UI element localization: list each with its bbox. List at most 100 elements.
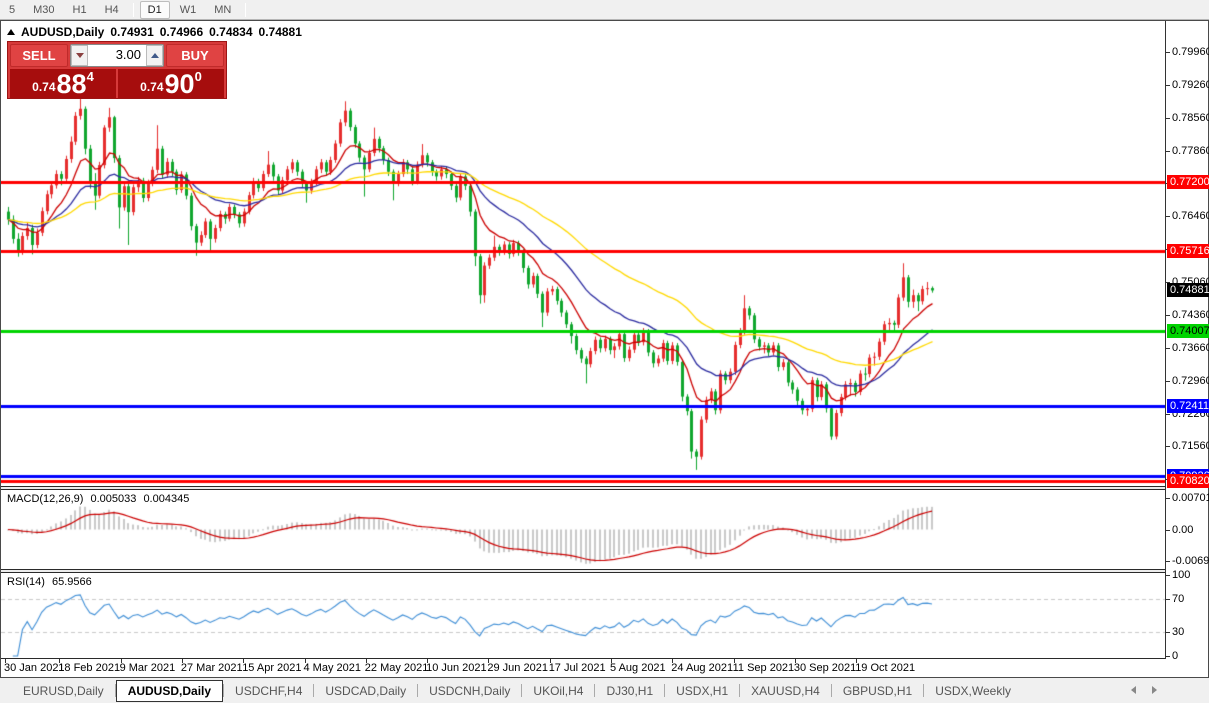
toolbar-separator [132,2,134,17]
rsi-axis-tick [1166,656,1170,657]
tab-eurusd-daily[interactable]: EURUSD,Daily [23,683,104,698]
price-axis-label: 0.72960 [1172,375,1209,387]
date-axis-tick [549,659,551,663]
timeframe-button-w1[interactable]: W1 [179,3,197,16]
date-axis-tick [672,659,674,663]
rsi-axis-tick [1166,632,1170,633]
timeframe-button-m30[interactable]: M30 [33,3,55,16]
pane-splitter-rsi[interactable] [1,569,1208,573]
date-axis-tick [243,659,245,663]
macd-chart-canvas[interactable] [1,490,1165,569]
date-axis-label: 4 May 2021 [303,662,361,674]
sell-price-pip: 4 [86,69,94,84]
tab-gbpusd-h1[interactable]: GBPUSD,H1 [842,683,913,698]
tab-separator [223,684,225,697]
toolbar-separator [245,2,247,17]
price-axis-tick [1166,315,1170,316]
tab-usdx-h1[interactable]: USDX,H1 [676,683,729,698]
tab-separator [313,684,315,697]
tab-separator [830,684,832,697]
date-axis-label: 11 Sep 2021 [732,662,795,674]
buy-price-prefix: 0.74 [140,80,164,94]
price-axis-tick [1166,118,1170,119]
current-price-label: 0.74881 [1167,283,1209,297]
rsi-axis-label: 30 [1172,626,1185,638]
rsi-title: RSI(14) [7,576,45,588]
tab-usdchf-h4[interactable]: USDCHF,H4 [235,683,303,698]
price-axis-tick [1166,52,1170,53]
date-axis-label: 27 Mar 2021 [180,662,243,674]
tab-separator [521,684,523,697]
ohlc-low: 0.74834 [209,25,253,39]
price-axis[interactable]: 0.799600.792600.785600.778600.771600.764… [1165,21,1209,662]
rsi-chart-canvas[interactable] [1,573,1165,658]
macd-title: MACD(12,26,9) [7,493,84,505]
date-axis[interactable]: 30 Jan 2021 18 Feb 2021 9 Mar 2021 27 Mar 2… [1,659,1208,676]
volume-decrease-button[interactable] [71,45,88,66]
ohlc-open: 0.74931 [110,25,154,39]
macd-axis-tick [1166,561,1170,562]
hline-price-label: 0.74007 [1167,324,1209,338]
volume-input[interactable]: 3.00 [115,47,141,62]
tab-separator [114,684,116,697]
date-axis-tick [611,659,612,663]
timeframe-button-5[interactable]: 5 [9,3,16,16]
hline-price-label: 0.77200 [1167,175,1209,189]
date-axis-label: 17 Jul 2021 [548,662,606,674]
trade-panel-price-row: 0.74 88 4 0.74 90 0 [10,69,224,98]
date-axis-tick [304,659,306,663]
timeframe-button-h4[interactable]: H4 [104,3,119,16]
timeframe-button-mn[interactable]: MN [214,3,232,16]
price-axis-tick [1166,348,1170,349]
price-axis-label: 0.74360 [1172,309,1209,321]
buy-button[interactable]: BUY [166,44,224,67]
buy-price-panel[interactable]: 0.74 90 0 [118,69,224,98]
date-axis-label: 30 Jan 2021 [4,662,65,674]
price-axis-tick [1166,85,1170,86]
date-axis-label: 15 Apr 2021 [242,662,302,674]
price-axis-label: 0.78560 [1172,112,1209,124]
timeframe-button-h1[interactable]: H1 [72,3,87,16]
date-axis-label: 19 Oct 2021 [855,662,916,674]
date-axis-label: 9 Mar 2021 [119,662,176,674]
rsi-axis-label: 0 [1172,650,1179,662]
tab-usdcad-daily[interactable]: USDCAD,Daily [325,683,407,698]
macd-main-value: 0.005033 [90,493,137,505]
macd-axis-tick [1166,498,1170,499]
tab-usdx-weekly[interactable]: USDX,Weekly [935,683,1011,698]
tab-audusd-daily[interactable]: AUDUSD,Daily [115,679,224,702]
sell-button[interactable]: SELL [10,44,68,67]
tab-separator [594,684,596,697]
volume-increase-button[interactable] [146,45,163,66]
pane-splitter-macd[interactable] [1,486,1208,490]
rsi-axis-label: 100 [1172,569,1191,581]
chart-window: 0.799600.792600.785600.778600.771600.764… [0,20,1209,678]
hline-price-label: 0.72411 [1167,399,1209,413]
timeframe-toolbar: 5 M30 H1 H4 D1 W1 MN [0,0,1209,20]
price-axis-tick [1166,414,1170,415]
rsi-axis-label: 70 [1172,593,1185,605]
ohlc-close: 0.74881 [258,25,302,39]
tab-xauusd-h4[interactable]: XAUUSD,H4 [751,683,820,698]
price-axis-tick [1166,216,1170,217]
volume-spinner: 3.00 [70,44,164,67]
tab-usdcnh-daily[interactable]: USDCNH,Daily [429,683,511,698]
arrow-up-icon [150,53,159,58]
price-axis-label: 0.79960 [1172,46,1209,58]
buy-price-big: 90 [164,69,195,99]
hline-price-label: 0.75716 [1167,244,1209,258]
date-axis-label: 22 May 2021 [364,662,429,674]
macd-signal-value: 0.004345 [143,493,190,505]
sell-price-panel[interactable]: 0.74 88 4 [10,69,116,98]
price-axis-tick [1166,446,1170,447]
price-axis-tick [1166,381,1170,382]
tab-dj30-h1[interactable]: DJ30,H1 [606,683,654,698]
timeframe-button-d1[interactable]: D1 [139,0,170,19]
pane-border [1,658,1208,659]
tab-scroll-right-icon[interactable] [1152,686,1157,694]
collapse-trade-panel-icon[interactable] [7,29,15,35]
tab-scroll-left-icon[interactable] [1131,686,1136,694]
tab-ukoil-h4[interactable]: UKOil,H4 [533,683,584,698]
price-axis-label: 0.77860 [1172,145,1209,157]
buy-price-pip: 0 [194,69,202,84]
